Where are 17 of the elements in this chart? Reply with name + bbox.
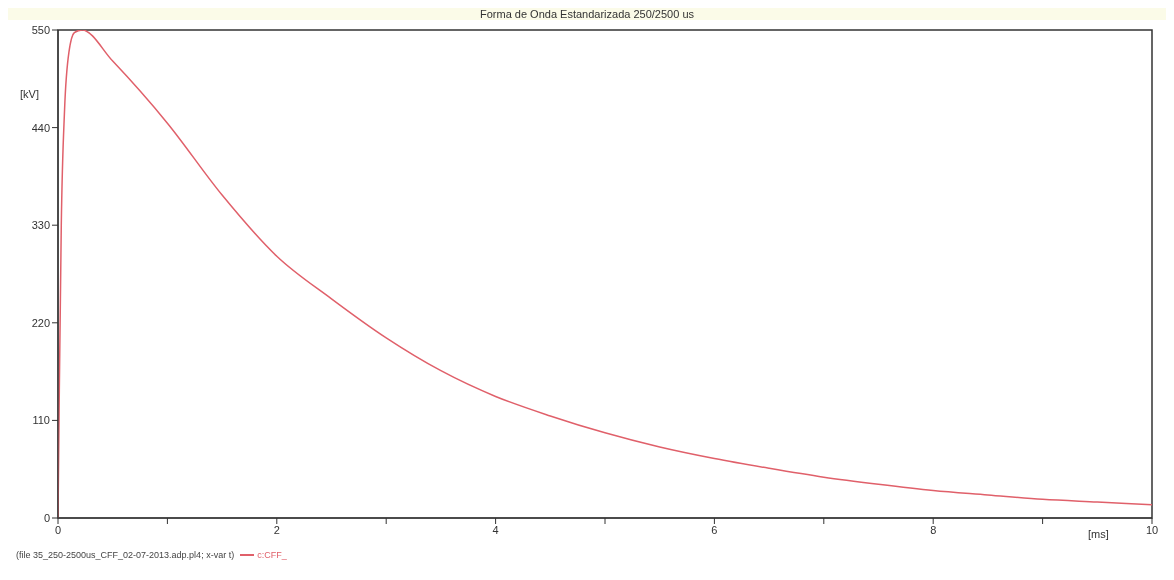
y-tick-label: 550 [31,23,50,36]
text: (file 35_250-2500us_CFF_02-07-2013.adp.pl4; x-var t) [16,550,235,560]
x-tick-label: 8 [930,523,937,536]
y-tick-label: 110 [32,414,50,427]
y-tick-label: 220 [31,316,50,329]
x-tick-label: 0 [54,523,62,536]
y-tick-label: 0 [43,511,50,524]
x-tick-label: 2 [273,523,280,536]
x-axis-title: [ms] [1088,528,1109,540]
y-axis-title: [kV] [20,88,39,100]
y-tick-label: 440 [31,121,50,134]
x-tick-label: 6 [711,523,718,536]
legend-label: c:CFF_ [257,550,287,560]
chart-title: Forma de Onda Estandarizada 250/2500 us [8,8,1166,20]
x-tick-label: 10 [1145,523,1159,536]
y-tick-label: 330 [31,219,50,232]
x-tick-label: 4 [492,523,499,536]
